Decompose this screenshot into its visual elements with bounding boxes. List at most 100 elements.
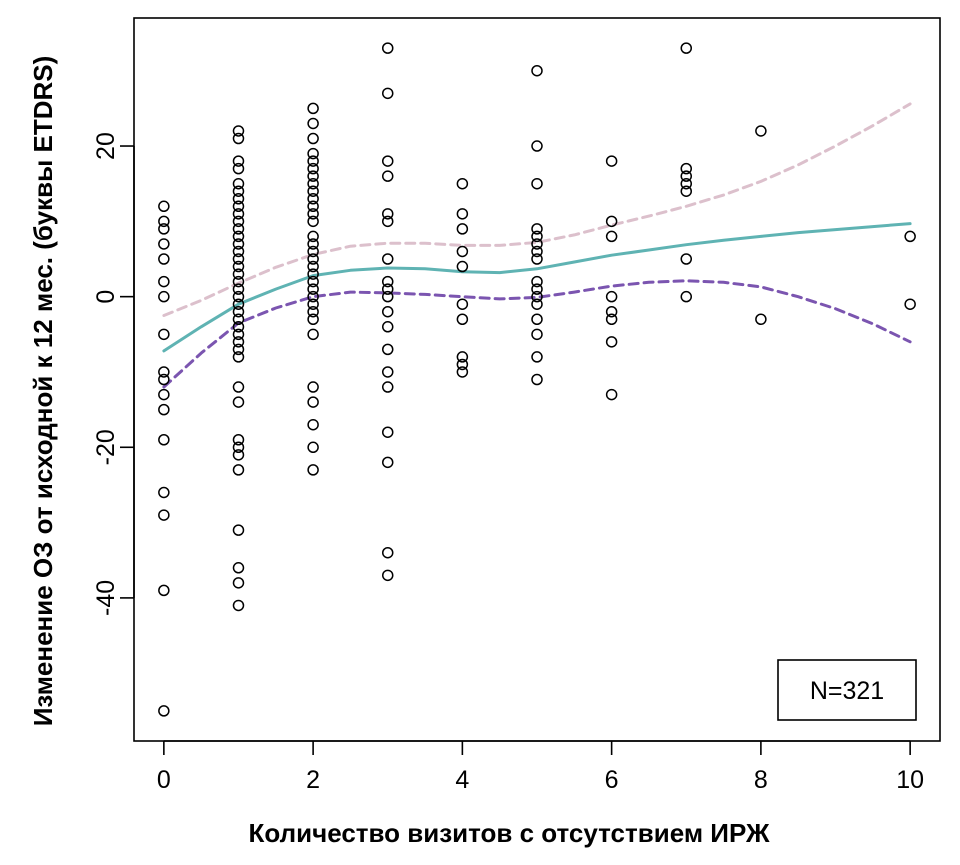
data-point xyxy=(531,223,543,235)
data-point xyxy=(232,434,245,446)
data-point xyxy=(904,230,916,243)
data-point xyxy=(232,238,245,250)
data-point xyxy=(232,125,245,137)
data-point xyxy=(531,230,543,243)
data-point xyxy=(232,177,245,190)
x-tick-label: 0 xyxy=(157,766,171,794)
data-point xyxy=(456,223,469,235)
data-point xyxy=(680,162,693,175)
data-point xyxy=(680,185,693,197)
data-point xyxy=(381,253,394,265)
data-point xyxy=(605,388,618,401)
data-point xyxy=(531,238,543,250)
data-point xyxy=(531,275,543,288)
data-point xyxy=(531,373,543,386)
lower-ci-line xyxy=(162,279,912,389)
data-point xyxy=(456,358,469,371)
x-axis: 0 2 4 6 8 10 xyxy=(157,740,924,794)
data-point xyxy=(232,185,245,197)
y-tick-label: -40 xyxy=(92,580,120,616)
data-point xyxy=(307,290,319,303)
data-point xyxy=(158,373,170,386)
data-point xyxy=(307,102,319,115)
data-point xyxy=(232,223,245,235)
data-point xyxy=(232,132,245,145)
x-tick-label: 10 xyxy=(896,766,924,794)
data-point xyxy=(232,208,245,220)
data-point xyxy=(605,230,618,243)
data-point xyxy=(381,215,394,228)
data-point xyxy=(232,290,245,303)
upper-ci-line xyxy=(162,102,912,317)
data-point xyxy=(158,705,170,717)
data-point xyxy=(680,253,693,265)
data-point xyxy=(307,441,319,454)
data-point xyxy=(680,42,693,54)
data-point xyxy=(307,132,319,145)
data-point xyxy=(232,260,245,273)
x-tick-label: 8 xyxy=(754,766,768,794)
data-point xyxy=(307,238,319,250)
data-point xyxy=(232,200,245,213)
data-point xyxy=(307,177,319,190)
data-point xyxy=(307,298,319,310)
data-point xyxy=(307,193,319,205)
data-point xyxy=(307,418,319,431)
data-point xyxy=(307,230,319,243)
data-point xyxy=(232,449,245,461)
data-point xyxy=(232,245,245,258)
data-point xyxy=(680,170,693,182)
x-tick-label: 2 xyxy=(306,766,320,794)
data-point xyxy=(531,245,543,258)
data-point xyxy=(158,434,170,446)
data-point xyxy=(381,283,394,295)
data-point xyxy=(307,253,319,265)
data-point xyxy=(158,290,170,303)
data-point xyxy=(531,351,543,363)
points-layer xyxy=(158,42,916,717)
data-point xyxy=(307,200,319,213)
data-point xyxy=(232,275,245,288)
data-point xyxy=(158,486,170,499)
data-point xyxy=(381,343,394,356)
data-point xyxy=(307,328,319,341)
data-point xyxy=(307,170,319,182)
data-point xyxy=(307,215,319,228)
data-point xyxy=(232,313,245,325)
data-point xyxy=(232,268,245,280)
y-tick-label: 0 xyxy=(92,290,120,304)
data-point xyxy=(605,313,618,325)
data-point xyxy=(232,562,245,574)
data-point xyxy=(158,215,170,228)
data-point xyxy=(158,238,170,250)
data-point xyxy=(158,509,170,521)
data-point xyxy=(232,230,245,243)
data-point xyxy=(381,42,394,54)
data-point xyxy=(381,87,394,100)
data-point xyxy=(307,305,319,318)
data-point xyxy=(232,253,245,265)
data-point xyxy=(232,599,245,612)
data-point xyxy=(531,140,543,152)
data-point xyxy=(456,366,469,378)
data-point xyxy=(381,456,394,469)
data-point xyxy=(381,546,394,559)
data-point xyxy=(232,215,245,228)
data-point xyxy=(456,351,469,363)
data-point xyxy=(158,275,170,288)
annotation-box xyxy=(777,659,917,721)
data-point xyxy=(531,177,543,190)
y-tick-label: 20 xyxy=(92,132,120,160)
data-point xyxy=(531,253,543,265)
data-point xyxy=(232,283,245,295)
data-point xyxy=(307,313,319,325)
data-point xyxy=(232,336,245,348)
data-point xyxy=(307,260,319,273)
data-point xyxy=(531,313,543,325)
data-point xyxy=(381,208,394,220)
data-point xyxy=(531,298,543,310)
data-point xyxy=(232,351,245,363)
data-point xyxy=(158,388,170,401)
